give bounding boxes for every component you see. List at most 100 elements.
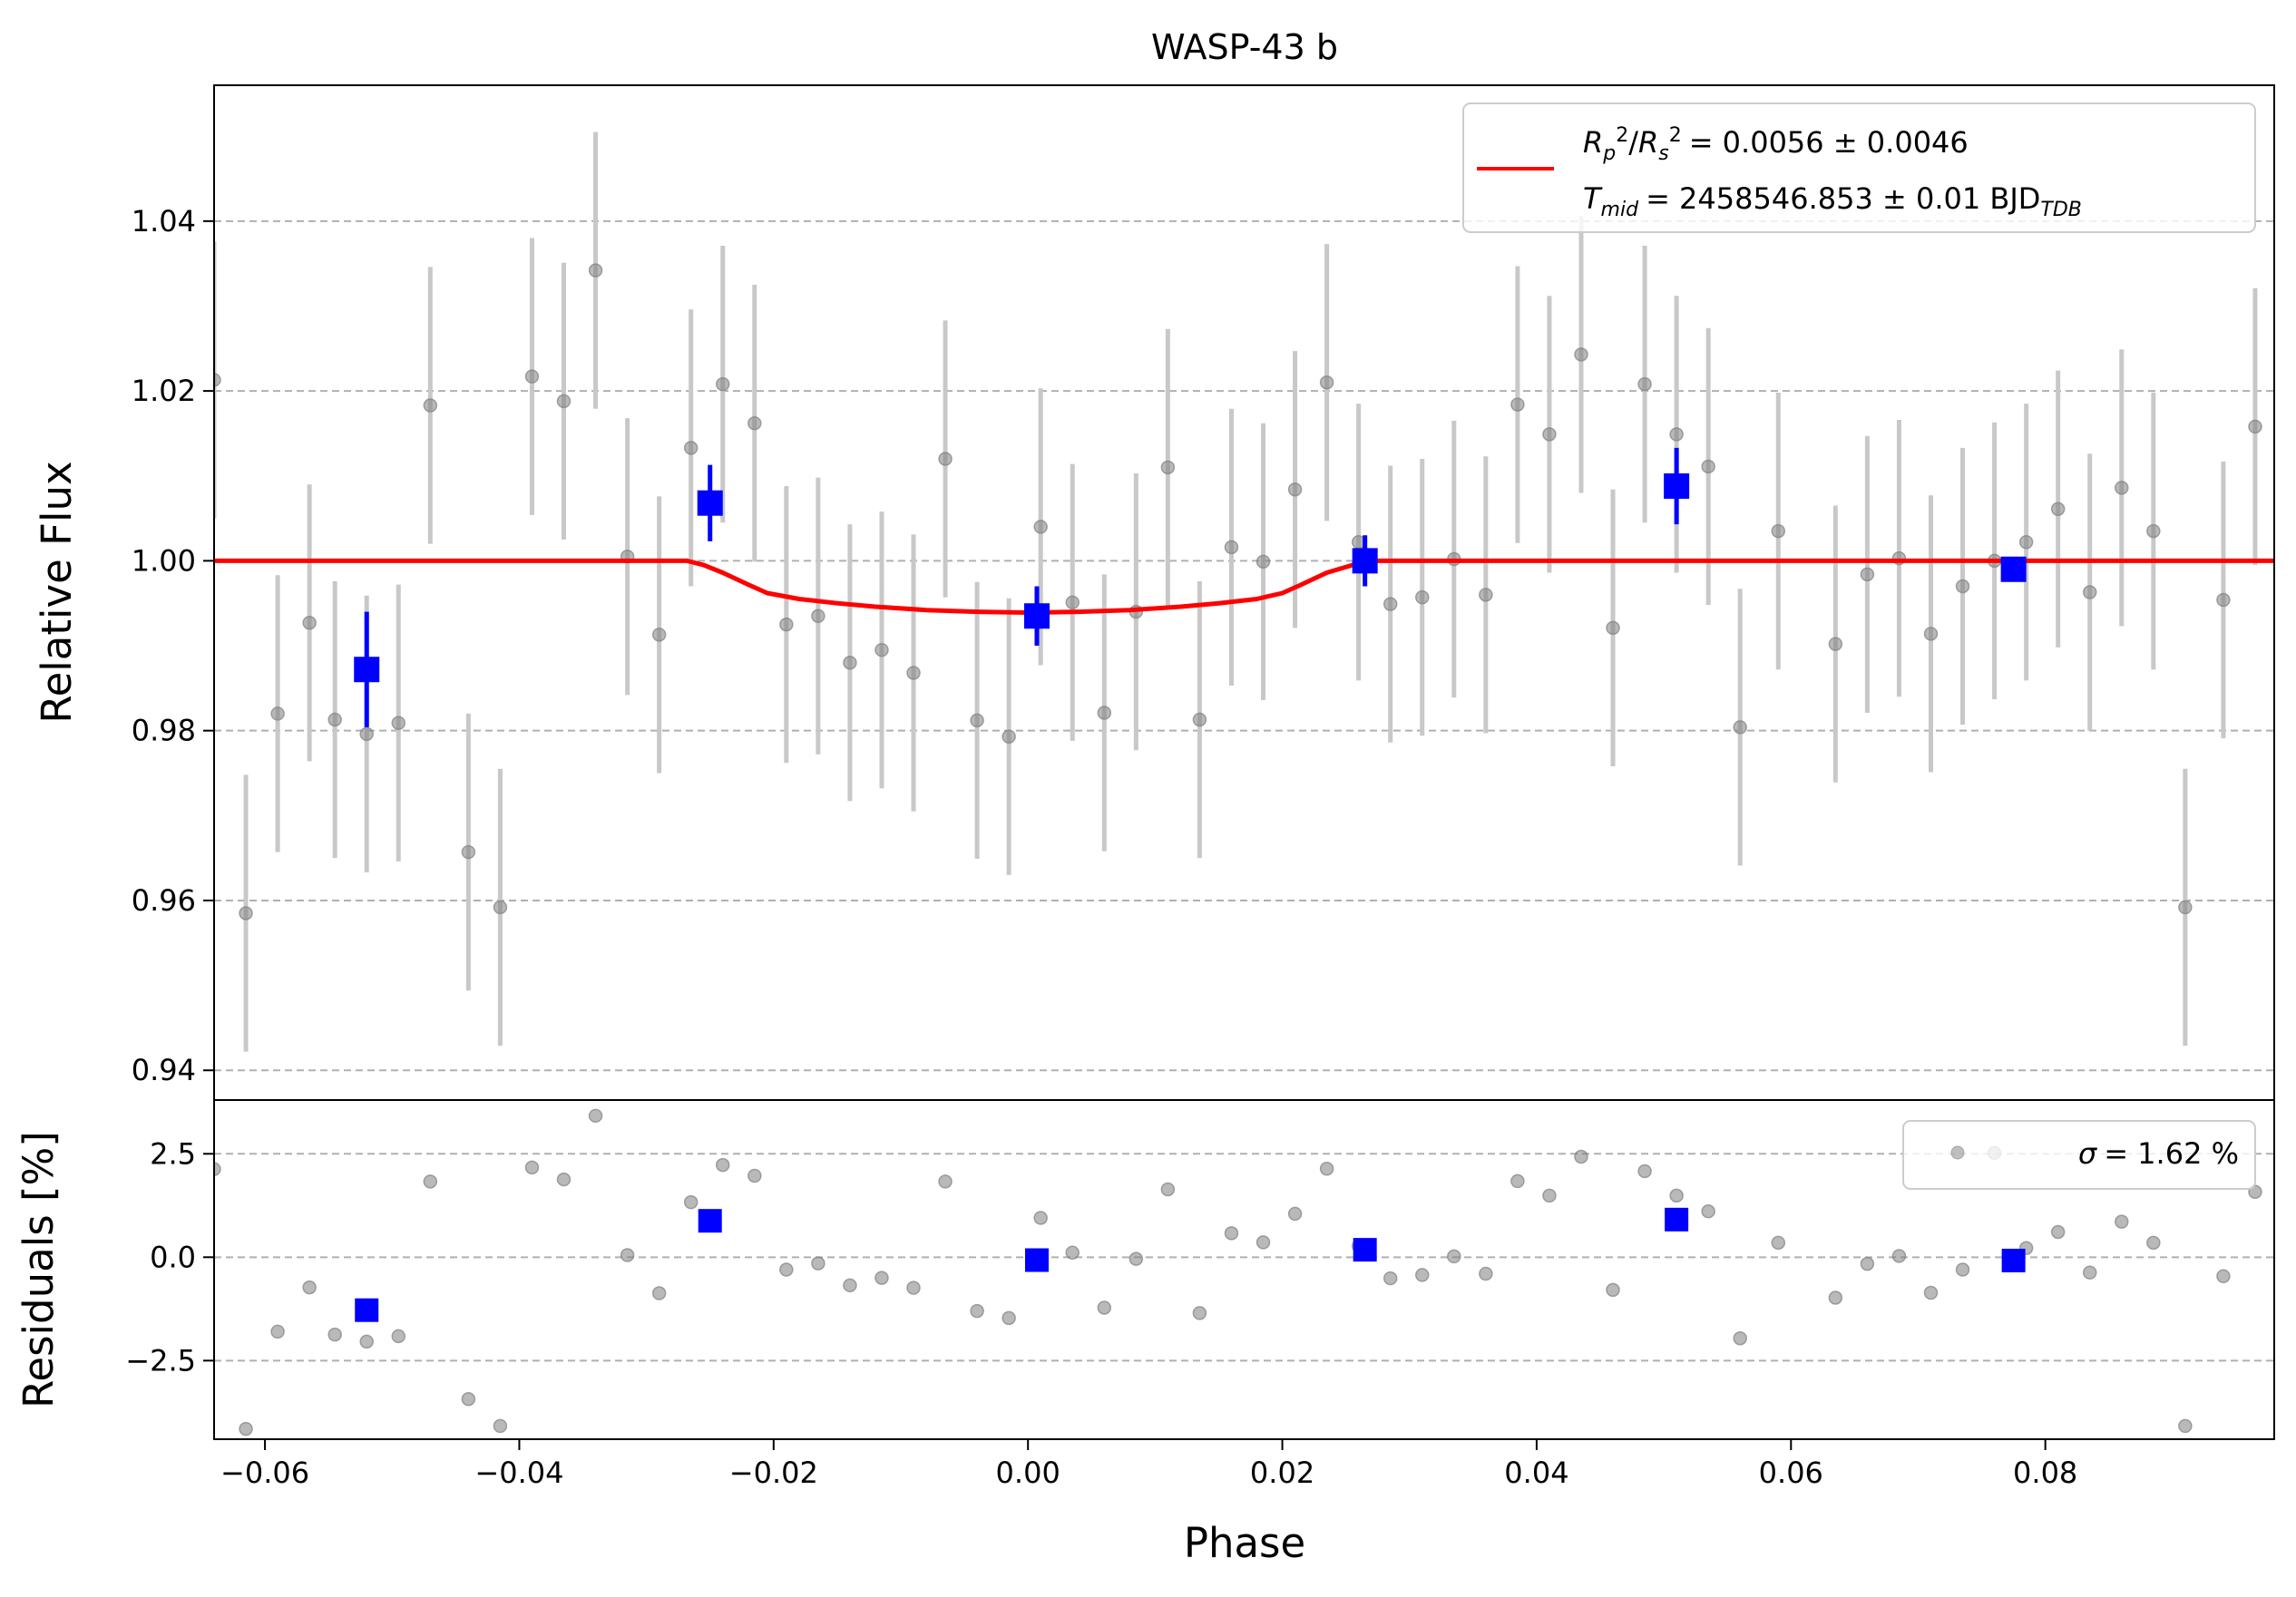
binned-residual-point — [1353, 1238, 1377, 1262]
flux-y-axis-label: Relative Flux — [33, 461, 81, 723]
flux-y-tick-label: 0.98 — [132, 714, 196, 748]
flux-data-point — [1382, 597, 1398, 611]
flux-data-point — [2248, 419, 2262, 434]
flux-data-point — [461, 844, 476, 860]
residual-data-point — [2115, 1214, 2129, 1229]
residual-data-point — [1510, 1173, 1525, 1189]
residual-data-point — [1033, 1211, 1048, 1225]
residual-data-point — [651, 1286, 667, 1300]
residual-data-point — [1447, 1249, 1461, 1264]
binned-flux-point — [1664, 472, 1690, 499]
flux-data-point — [683, 441, 699, 455]
phase-x-axis-label: Phase — [1184, 1519, 1305, 1567]
binned-flux-point — [1352, 548, 1378, 574]
residual-data-point — [1001, 1310, 1016, 1326]
residual-data-point — [1923, 1285, 1939, 1300]
legend-entry-radius-ratio: Rp2/Rs2 = 0.0056 ± 0.0046 — [1583, 124, 1969, 165]
residual-data-point — [2178, 1418, 2193, 1434]
flux-data-point — [493, 900, 508, 915]
flux-data-point — [970, 713, 984, 728]
flux-data-point — [1955, 579, 1970, 594]
phase-x-tick-label: 0.02 — [1250, 1456, 1314, 1490]
residual-data-point — [423, 1174, 438, 1189]
flux-data-point — [843, 656, 857, 670]
flux-data-point — [1669, 427, 1684, 442]
flux-data-point — [2146, 523, 2161, 539]
flux-panel: 0.94 0.96 0.98 1.00 1.02 1.04 Relative Flux R… — [33, 84, 2275, 1101]
residuals-y-axis-label: Residuals [%] — [15, 1131, 63, 1408]
residuals-y-tick-label: 2.5 — [150, 1136, 196, 1171]
flux-data-point — [1160, 460, 1176, 475]
flux-data-point — [1828, 637, 1843, 651]
residual-data-point — [327, 1327, 342, 1342]
flux-y-tick-label: 0.94 — [132, 1053, 196, 1087]
residual-data-point — [1097, 1300, 1112, 1315]
flux-data-point — [1860, 567, 1875, 582]
flux-data-point — [1192, 712, 1207, 727]
flux-data-point — [359, 726, 374, 742]
residual-data-point — [2082, 1265, 2097, 1280]
residuals-data-points — [214, 1108, 2274, 1436]
residual-data-point — [938, 1174, 953, 1189]
residual-data-point — [359, 1334, 374, 1349]
residual-data-point — [270, 1324, 285, 1339]
residual-data-point — [779, 1262, 794, 1277]
flux-data-point — [747, 415, 762, 431]
residual-data-point — [1828, 1290, 1843, 1305]
flux-data-point — [302, 615, 317, 630]
residual-data-point — [1701, 1203, 1715, 1219]
residuals-y-tick-label: −2.5 — [125, 1343, 196, 1378]
residuals-y-ticks: −2.5 0.0 2.5 — [125, 1136, 214, 1378]
residual-data-point — [461, 1392, 476, 1407]
flux-data-point — [2082, 585, 2097, 599]
legend-marker-residual — [1950, 1145, 1965, 1160]
residuals-panel: −2.5 0.0 2.5 −0.06 −0.04 −0.02 0.00 0.02 0.04 0.… — [15, 1099, 2275, 1567]
flux-data-point — [1319, 375, 1334, 390]
flux-data-point — [2050, 501, 2066, 517]
flux-data-point — [1415, 589, 1430, 605]
residuals-legend-box — [1902, 1120, 2256, 1190]
flux-data-point — [715, 376, 730, 392]
binned-flux-point — [2000, 556, 2027, 582]
phase-x-tick-label: −0.02 — [729, 1456, 818, 1490]
residual-data-point — [302, 1280, 317, 1295]
residual-data-point — [588, 1108, 603, 1124]
flux-data-point — [874, 642, 889, 657]
residual-data-point — [811, 1256, 826, 1271]
residual-data-point — [1574, 1149, 1588, 1164]
flux-data-point — [1701, 459, 1715, 474]
flux-data-point — [1733, 720, 1747, 735]
residual-data-point — [970, 1303, 984, 1319]
flux-data-point — [2216, 592, 2231, 608]
residual-data-point — [1160, 1182, 1176, 1197]
residual-data-point — [556, 1172, 572, 1187]
flux-data-point — [1923, 627, 1939, 641]
flux-data-point — [1542, 427, 1557, 442]
residual-data-point — [239, 1421, 253, 1436]
phase-x-tick-label: −0.04 — [474, 1456, 563, 1490]
flux-binned-points — [354, 447, 2027, 727]
flux-data-point — [1097, 706, 1112, 720]
residual-data-point — [715, 1157, 730, 1173]
phase-x-tick-label: 0.00 — [996, 1456, 1060, 1490]
flux-data-point — [1637, 376, 1652, 392]
flux-data-point — [1033, 520, 1048, 534]
flux-data-point — [1255, 554, 1271, 570]
flux-data-point — [1065, 595, 1080, 610]
residual-data-point — [1192, 1306, 1207, 1320]
phase-x-tick-label: 0.04 — [1504, 1456, 1568, 1490]
binned-residual-point — [1024, 1248, 1049, 1272]
flux-data-point — [938, 452, 953, 466]
flux-data-point — [214, 373, 221, 387]
flux-data-point — [1287, 482, 1303, 497]
flux-y-ticks: 0.94 0.96 0.98 1.00 1.02 1.04 — [132, 204, 214, 1087]
residual-data-point — [1955, 1262, 1970, 1277]
binned-flux-point — [354, 657, 380, 683]
residual-data-point — [683, 1194, 699, 1210]
binned-flux-point — [1023, 603, 1050, 629]
residual-data-point — [1771, 1235, 1786, 1251]
binned-residual-point — [2001, 1248, 2026, 1272]
flux-data-point — [1224, 540, 1239, 555]
residuals-legend: σ = 1.62 % — [1902, 1120, 2256, 1190]
